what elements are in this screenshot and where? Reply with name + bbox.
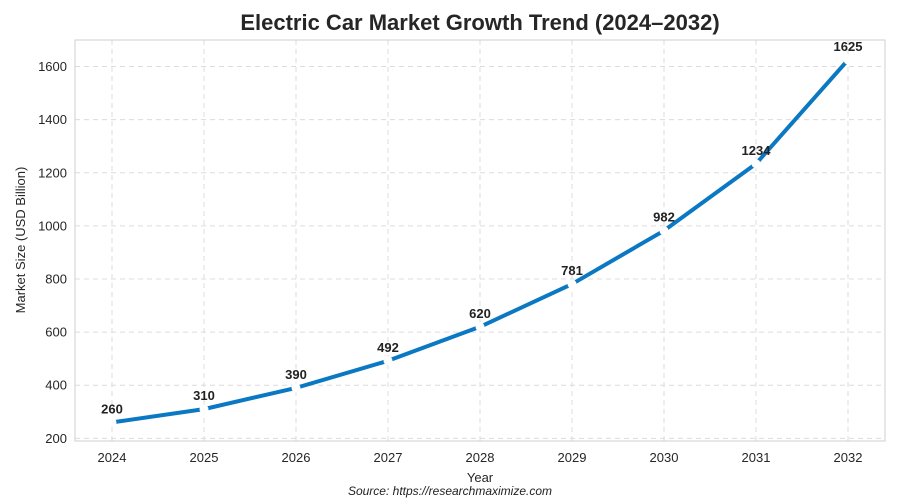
data-label: 260: [101, 401, 123, 416]
x-tick-label: 2025: [190, 450, 219, 465]
x-tick-label: 2029: [558, 450, 587, 465]
data-label: 1234: [742, 143, 772, 158]
y-axis-label: Market Size (USD Billion): [13, 167, 28, 314]
y-tick-label: 800: [45, 272, 67, 287]
data-point: [843, 55, 853, 65]
y-tick-label: 1000: [38, 218, 67, 233]
x-tick-label: 2030: [650, 450, 679, 465]
data-point: [291, 383, 301, 393]
data-label: 310: [193, 388, 215, 403]
x-axis-label: Year: [467, 470, 494, 485]
data-label: 390: [285, 367, 307, 382]
source-note: Source: https://researchmaximize.com: [348, 484, 552, 498]
x-tick-label: 2026: [282, 450, 311, 465]
data-point: [199, 404, 209, 414]
series-lines: [107, 55, 853, 427]
y-axis-ticks: 200 400 600 800 1000 1200 1400 1600: [38, 59, 67, 446]
x-tick-label: 2027: [374, 450, 403, 465]
data-labels: 260 310 390 492 620 781 982 1234 1625: [101, 39, 862, 416]
plot-area-frame: [74, 39, 886, 442]
y-tick-label: 1600: [38, 59, 67, 74]
y-tick-label: 400: [45, 378, 67, 393]
x-tick-label: 2028: [466, 450, 495, 465]
y-tick-label: 600: [45, 325, 67, 340]
chart-title: Electric Car Market Growth Trend (2024–2…: [240, 10, 719, 35]
x-tick-label: 2024: [98, 450, 127, 465]
x-tick-label: 2031: [742, 450, 771, 465]
x-axis-ticks: 2024 2025 2026 2027 2028 2029 2030 2031 2032: [98, 450, 863, 465]
data-point: [107, 417, 117, 427]
data-label: 781: [561, 263, 583, 278]
data-point: [751, 159, 761, 169]
y-tick-label: 1200: [38, 165, 67, 180]
data-point: [659, 226, 669, 236]
data-point: [475, 322, 485, 332]
y-tick-label: 1400: [38, 112, 67, 127]
y-tick-label: 200: [45, 431, 67, 446]
data-label: 620: [469, 306, 491, 321]
x-tick-label: 2032: [834, 450, 863, 465]
data-point: [567, 279, 577, 289]
data-point: [383, 356, 393, 366]
data-label: 1625: [834, 39, 863, 54]
data-label: 982: [653, 210, 675, 225]
grid: [75, 40, 885, 441]
data-label: 492: [377, 340, 399, 355]
